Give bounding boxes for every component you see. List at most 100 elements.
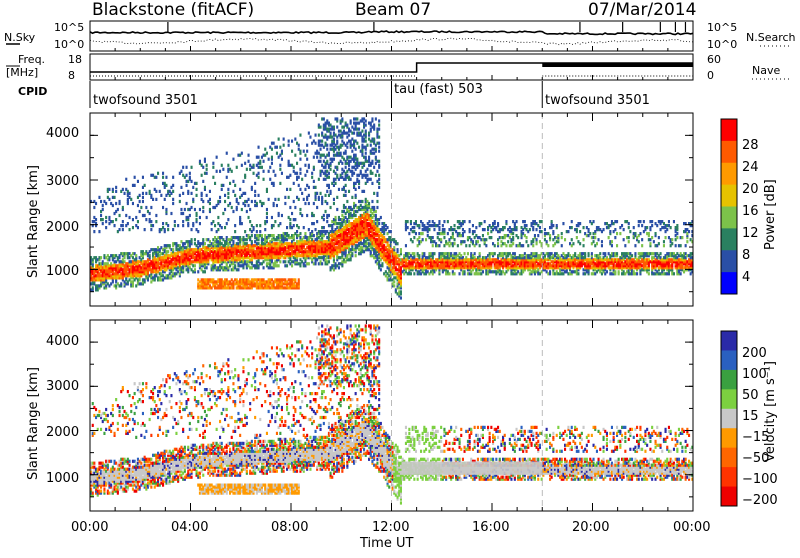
power-cell <box>249 208 251 211</box>
power-cell <box>122 228 124 231</box>
power-cell <box>328 184 330 187</box>
power-cell <box>129 228 131 231</box>
power-cell <box>480 222 482 225</box>
power-cell <box>197 230 199 233</box>
power-cell <box>92 286 94 289</box>
power-cell <box>278 264 280 267</box>
power-cell <box>108 188 110 191</box>
power-cell <box>454 238 456 241</box>
power-cell <box>289 174 291 177</box>
power-cell <box>378 174 380 177</box>
power-cell <box>330 168 332 171</box>
power-cell <box>226 176 228 179</box>
power-cell <box>219 196 221 199</box>
power-cell <box>274 174 276 177</box>
power-cell <box>469 244 471 247</box>
power-cell <box>291 264 293 267</box>
power-cell <box>150 228 152 231</box>
power-cell <box>206 266 208 269</box>
power-cell <box>365 124 367 127</box>
power-cell <box>236 206 238 209</box>
power-cell <box>135 216 137 219</box>
power-cell <box>373 192 375 195</box>
power-cell <box>258 194 260 197</box>
power-cell <box>475 226 477 229</box>
power-cell <box>298 226 300 229</box>
power-cell <box>313 222 315 225</box>
power-cell <box>271 162 273 165</box>
power-cell <box>112 220 114 223</box>
power-cell <box>261 166 263 169</box>
power-cell <box>537 234 539 237</box>
power-cell <box>105 220 107 223</box>
power-cell <box>268 198 270 201</box>
power-cell <box>415 232 417 235</box>
power-cell <box>144 228 146 231</box>
power-cell <box>443 228 445 231</box>
power-cell <box>321 132 323 135</box>
power-cell <box>363 190 365 193</box>
power-cell <box>294 218 296 221</box>
power-cell <box>105 216 107 219</box>
power-cell <box>375 156 377 159</box>
power-cell <box>373 124 375 127</box>
power-cell <box>219 170 221 173</box>
power-cell <box>182 224 184 227</box>
power-cell <box>214 224 216 227</box>
power-cell <box>197 270 199 273</box>
power-cell <box>184 208 186 211</box>
power-cell <box>397 242 399 245</box>
power-cell <box>371 172 373 175</box>
power-cell <box>373 206 375 209</box>
power-cell <box>526 224 528 227</box>
power-cell <box>494 252 496 255</box>
power-cell <box>333 158 335 161</box>
power-cell <box>358 128 360 131</box>
power-cell <box>413 236 415 239</box>
power-cell <box>224 200 226 203</box>
power-cell <box>186 166 188 169</box>
power-cell <box>281 214 283 217</box>
power-cell <box>202 200 204 203</box>
power-cell <box>365 152 367 155</box>
power-cell <box>298 176 300 179</box>
power-cell <box>254 194 256 197</box>
power-cell <box>323 214 325 217</box>
power-cell <box>137 204 139 207</box>
power-cell <box>226 222 228 225</box>
power-cell <box>276 152 278 155</box>
power-cell <box>432 244 434 247</box>
power-cell <box>273 182 275 185</box>
power-cell <box>308 262 310 265</box>
power-cell <box>263 160 265 163</box>
power-cell <box>544 228 546 231</box>
power-cell <box>139 194 141 197</box>
power-cell <box>266 208 268 211</box>
power-cell <box>405 244 407 247</box>
power-cell <box>479 252 481 255</box>
power-cell <box>199 216 201 219</box>
power-cell <box>162 206 164 209</box>
power-cell <box>132 226 134 229</box>
power-cell <box>524 220 526 223</box>
power-cell <box>155 220 157 223</box>
power-cell <box>459 272 461 275</box>
power-cell <box>288 140 290 143</box>
power-cell <box>108 216 110 219</box>
power-cell <box>556 224 558 227</box>
power-cell <box>269 178 271 181</box>
power-cell <box>438 220 440 223</box>
power-cell <box>323 218 325 221</box>
power-cell <box>266 216 268 219</box>
power-cell <box>258 172 260 175</box>
power-cell <box>284 202 286 205</box>
power-cell <box>145 218 147 221</box>
power-cell <box>266 188 268 191</box>
power-cell <box>234 194 236 197</box>
power-cell <box>279 164 281 167</box>
power-cell <box>306 150 308 153</box>
power-cell <box>373 166 375 169</box>
power-cell <box>303 226 305 229</box>
power-cell <box>152 224 154 227</box>
power-cell <box>204 270 206 273</box>
